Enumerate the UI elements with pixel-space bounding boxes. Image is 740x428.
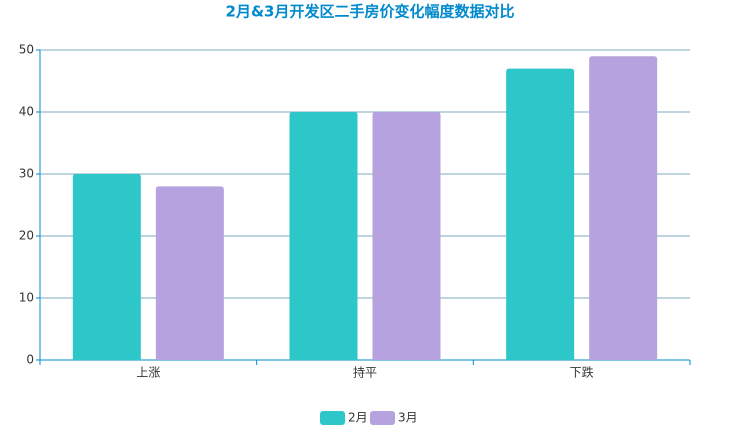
bar (72, 174, 141, 360)
legend-label[interactable]: 2月 (348, 411, 368, 425)
y-tick-label: 10 (19, 291, 34, 305)
legend-swatch[interactable] (370, 411, 395, 425)
x-tick-label: 上涨 (136, 365, 160, 380)
legend-swatch[interactable] (320, 411, 345, 425)
bar (589, 56, 658, 360)
bar (506, 68, 575, 360)
x-tick-label: 下跌 (570, 365, 594, 380)
y-tick-label: 50 (19, 43, 34, 57)
y-tick-label: 40 (19, 105, 34, 119)
y-tick-label: 20 (19, 229, 34, 243)
y-tick-label: 30 (19, 167, 34, 181)
bar (289, 112, 358, 360)
legend-label[interactable]: 3月 (398, 411, 418, 425)
bar (155, 186, 224, 360)
y-tick-label: 0 (26, 353, 34, 367)
bar (372, 112, 441, 360)
chart-title: 2月&3月开发区二手房价变化幅度数据对比 (226, 3, 515, 21)
x-tick-label: 持平 (353, 365, 377, 380)
